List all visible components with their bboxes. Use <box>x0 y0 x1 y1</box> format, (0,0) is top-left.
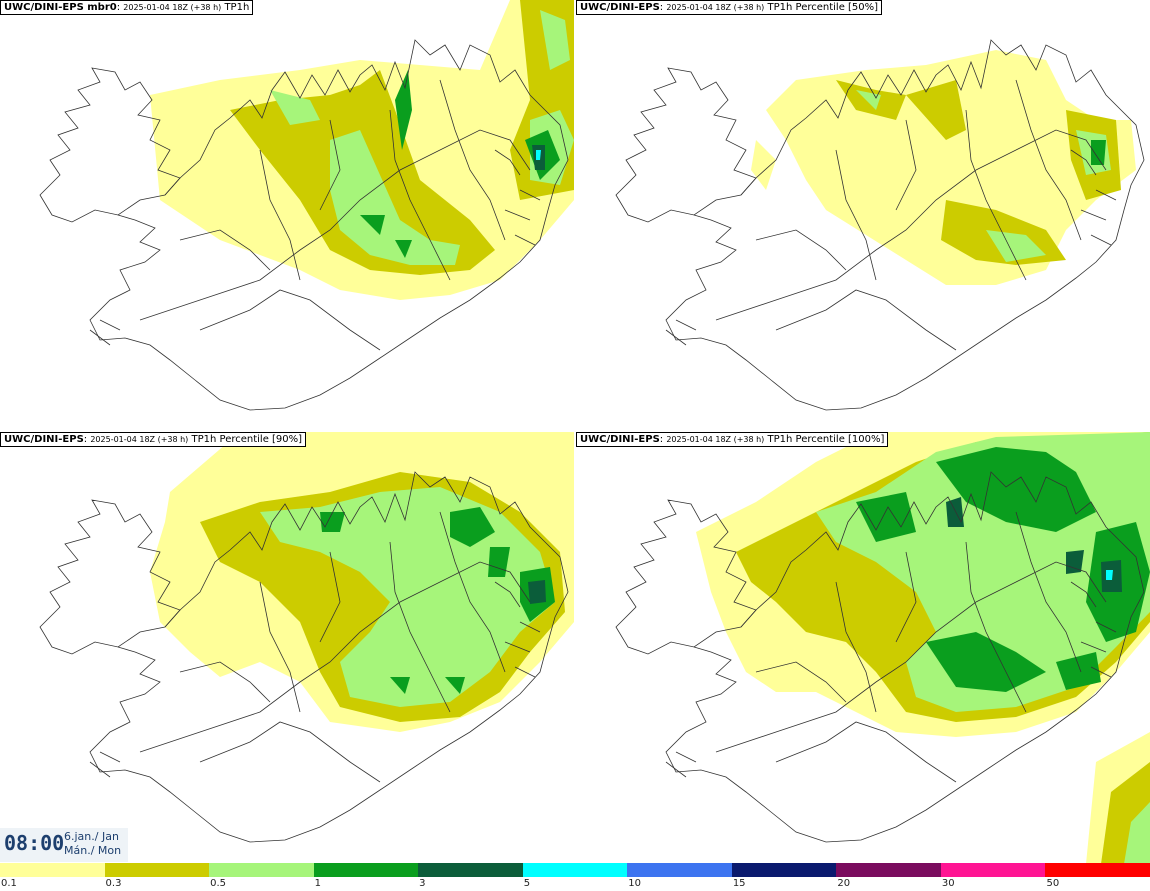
legend-label: 30 <box>941 878 955 889</box>
precip-field <box>696 432 1150 864</box>
panel-title-model: UWC/DINI-EPS <box>4 434 84 445</box>
panel-title: UWC/DINI-EPS: 2025-01-04 18Z (+38 h) TP1… <box>0 432 307 447</box>
legend-swatch <box>104 863 210 877</box>
legend-swatch <box>940 863 1046 877</box>
panel-title-run: 2025-01-04 18Z (+38 h) <box>123 3 222 12</box>
legend-label: 5 <box>523 878 531 889</box>
precip-map-mbr0 <box>39 0 574 411</box>
valid-date-line1: 6.jan./ Jan <box>64 830 119 843</box>
panel-divider <box>574 0 576 864</box>
legend-swatch <box>418 863 523 877</box>
precip-map-p100 <box>615 432 1150 864</box>
precip-field <box>150 0 574 300</box>
legend-swatch <box>522 863 628 877</box>
panel-title-field: TP1h Percentile [100%] <box>767 434 885 445</box>
panel-title: UWC/DINI-EPS mbr0: 2025-01-04 18Z (+38 h… <box>0 0 254 15</box>
panel-title-field: TP1h Percentile [90%] <box>191 434 303 445</box>
legend-label: 20 <box>837 878 851 889</box>
map-panel-p90: UWC/DINI-EPS: 2025-01-04 18Z (+38 h) TP1… <box>0 432 574 864</box>
legend-label: 10 <box>628 878 641 889</box>
panel-title-field: TP1h Percentile [50%] <box>767 2 879 13</box>
color-legend: 0.1 0.3 0.5 1 3 5 10 15 20 30 50 <box>0 863 1150 891</box>
precip-field <box>751 50 1136 285</box>
valid-time-box: 08:00 6.jan./ Jan Mán./ Mon <box>0 828 128 862</box>
legend-label: 0.5 <box>210 878 226 889</box>
panel-title-model: UWC/DINI-EPS <box>580 2 660 13</box>
legend-swatch <box>836 863 941 877</box>
legend-swatch <box>313 863 419 877</box>
panel-title: UWC/DINI-EPS: 2025-01-04 18Z (+38 h) TP1… <box>576 0 883 15</box>
valid-date-line2: Mán./ Mon <box>64 844 122 857</box>
legend-swatch <box>1045 863 1150 877</box>
legend-label: 50 <box>1046 878 1060 889</box>
panel-title-run: 2025-01-04 18Z (+38 h) <box>666 3 765 12</box>
legend-label: 0.3 <box>105 878 122 889</box>
valid-time: 08:00 <box>4 831 65 855</box>
legend-swatch <box>627 863 732 877</box>
precip-map-p50 <box>615 39 1145 411</box>
legend-label: 15 <box>732 878 746 889</box>
valid-date: 6.jan./ Jan Mán./ Mon <box>64 830 121 858</box>
map-panel-p50: UWC/DINI-EPS: 2025-01-04 18Z (+38 h) TP1… <box>576 0 1150 432</box>
legend-swatch <box>731 863 837 877</box>
panel-title-run: 2025-01-04 18Z (+38 h) <box>666 435 765 444</box>
map-panel-p100: UWC/DINI-EPS: 2025-01-04 18Z (+38 h) TP1… <box>576 432 1150 864</box>
panel-title-model: UWC/DINI-EPS mbr0 <box>4 2 117 13</box>
panel-title-field: TP1h <box>224 2 250 13</box>
legend-color-bar <box>0 863 1150 877</box>
precip-field <box>150 432 574 732</box>
panel-title-run: 2025-01-04 18Z (+38 h) <box>90 435 189 444</box>
map-panel-mbr0: UWC/DINI-EPS mbr0: 2025-01-04 18Z (+38 h… <box>0 0 574 432</box>
legend-label: 1 <box>314 878 321 889</box>
legend-label: 3 <box>419 878 426 889</box>
legend-swatch <box>0 863 105 877</box>
legend-label: 0.1 <box>1 878 17 889</box>
panel-title-model: UWC/DINI-EPS <box>580 434 660 445</box>
legend-swatch <box>209 863 314 877</box>
precip-map-p90 <box>39 432 574 843</box>
panel-title: UWC/DINI-EPS: 2025-01-04 18Z (+38 h) TP1… <box>576 432 889 447</box>
